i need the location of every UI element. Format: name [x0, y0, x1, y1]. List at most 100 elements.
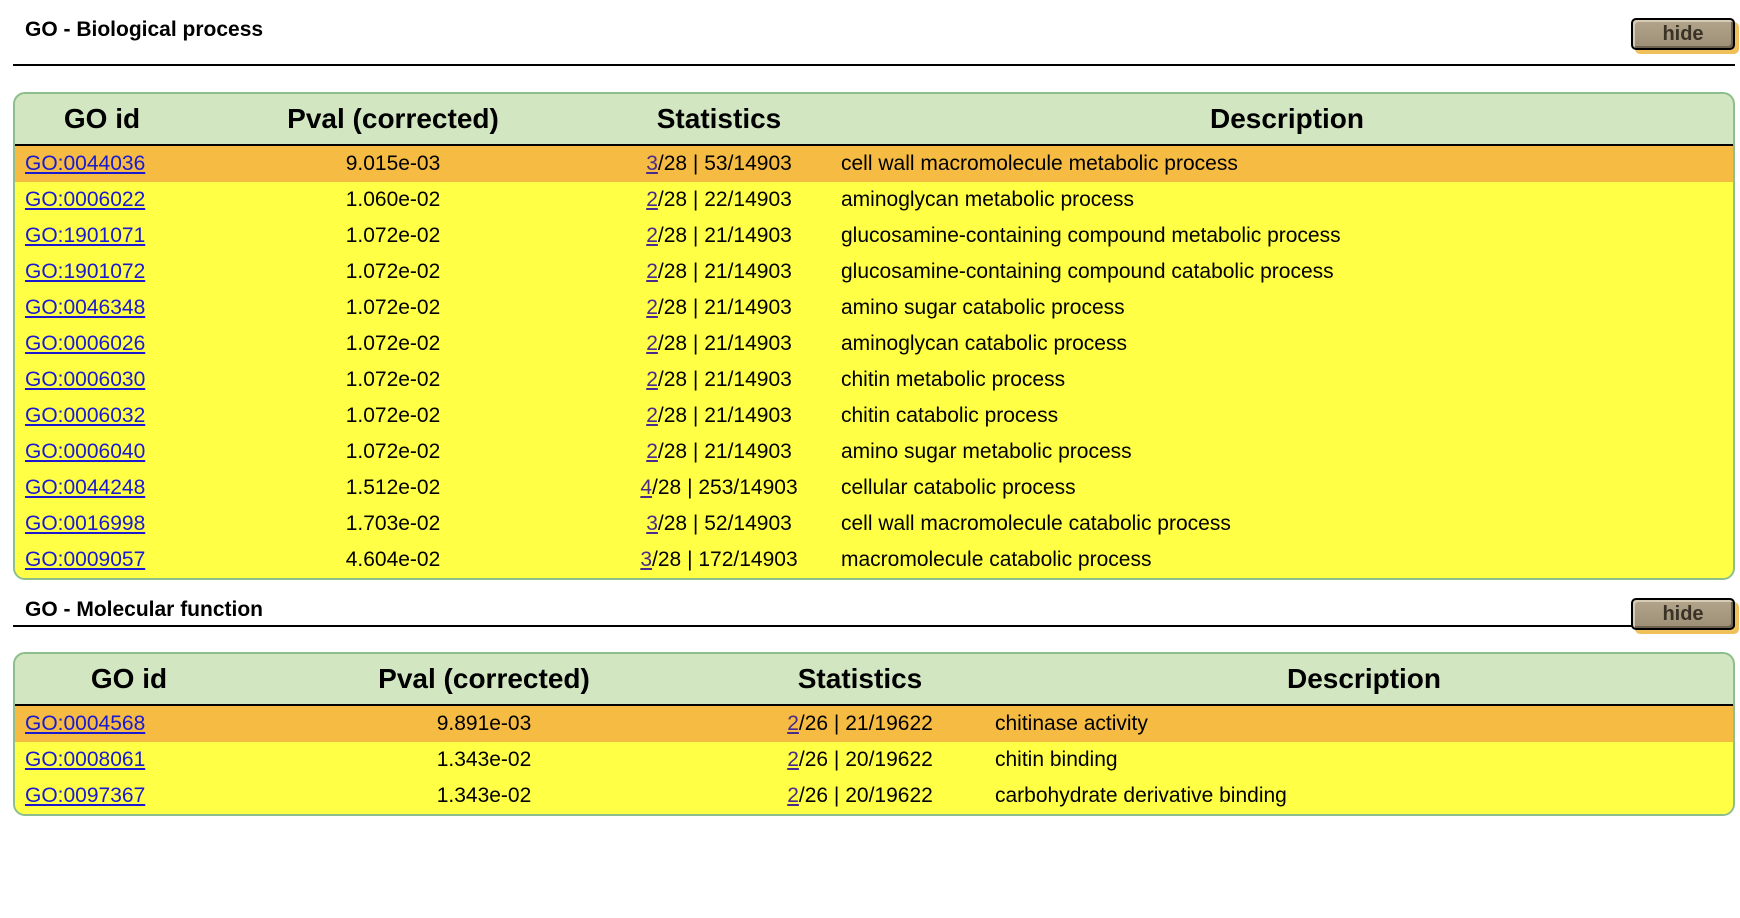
go-id-link[interactable]: GO:1901071 [25, 224, 146, 247]
gene-count-link[interactable]: 2 [646, 440, 658, 463]
statistics-text: /26 | 20/19622 [798, 784, 933, 807]
statistics-text: /28 | 21/14903 [657, 260, 792, 283]
gene-count-link[interactable]: 3 [646, 512, 658, 535]
mf-header-row: GO id Pval (corrected) Statistics Descri… [15, 654, 1733, 706]
gene-count-link[interactable]: 2 [787, 712, 799, 735]
mf-results-panel: GO id Pval (corrected) Statistics Descri… [13, 652, 1735, 816]
statistics-text: /26 | 20/19622 [798, 748, 933, 771]
statistics-text: /28 | 21/14903 [657, 368, 792, 391]
go-id-link[interactable]: GO:0006030 [25, 368, 146, 391]
pval-cell: 1.703e-02 [345, 512, 441, 535]
mf-table-body: GO:0004568 9.891e-03 2/26 | 21/19622 chitin… [15, 705, 1733, 814]
go-id-cell: GO:0009057 [15, 542, 189, 578]
pval-cell: 1.072e-02 [345, 368, 441, 391]
statistics-cell: 2/28 | 22/14903 [597, 182, 841, 218]
table-row: GO:0006032 1.072e-02 2/28 | 21/14903 chitin… [15, 398, 1733, 434]
gene-count-link[interactable]: 2 [646, 332, 658, 355]
pval-cell: 1.072e-02 [345, 224, 441, 247]
go-id-link[interactable]: GO:0006022 [25, 188, 146, 211]
col-go-id[interactable]: GO id [15, 94, 189, 146]
mf-section-title: GO - Molecular function [25, 598, 264, 621]
go-id-cell: GO:0044036 [15, 145, 189, 182]
table-row: GO:1901071 1.072e-02 2/28 | 21/14903 glucos… [15, 218, 1733, 254]
statistics-text: /28 | 21/14903 [657, 224, 792, 247]
statistics-cell: 4/28 | 253/14903 [597, 470, 841, 506]
pval-cell: 9.891e-03 [436, 712, 532, 735]
col-pval[interactable]: Pval (corrected) [189, 94, 597, 146]
statistics-cell: 2/28 | 21/14903 [597, 290, 841, 326]
go-id-link[interactable]: GO:0097367 [25, 784, 146, 807]
col-description[interactable]: Description [841, 94, 1733, 146]
pval-cell: 1.343e-02 [436, 748, 532, 771]
go-id-link[interactable]: GO:0016998 [25, 512, 146, 535]
description-cell: chitin binding [995, 748, 1118, 771]
gene-count-link[interactable]: 2 [646, 404, 658, 427]
go-id-link[interactable]: GO:0044036 [25, 152, 146, 175]
description-cell: glucosamine-containing compound cataboli… [841, 260, 1334, 283]
statistics-text: /28 | 53/14903 [657, 152, 792, 175]
description-cell: glucosamine-containing compound metaboli… [841, 224, 1341, 247]
col-go-id[interactable]: GO id [15, 654, 243, 706]
mf-hide-button[interactable]: hide [1631, 598, 1735, 630]
go-id-cell: GO:0006022 [15, 182, 189, 218]
go-id-cell: GO:0004568 [15, 705, 243, 742]
go-id-cell: GO:0044248 [15, 470, 189, 506]
bp-header-row: GO id Pval (corrected) Statistics Descri… [15, 94, 1733, 146]
pval-cell: 1.343e-02 [436, 784, 532, 807]
gene-count-link[interactable]: 2 [646, 224, 658, 247]
go-id-link[interactable]: GO:1901072 [25, 260, 146, 283]
pval-cell: 9.015e-03 [345, 152, 441, 175]
description-cell: chitin metabolic process [841, 368, 1066, 391]
gene-count-link[interactable]: 2 [787, 748, 799, 771]
go-id-cell: GO:0006040 [15, 434, 189, 470]
statistics-cell: 2/28 | 21/14903 [597, 218, 841, 254]
go-id-cell: GO:0046348 [15, 290, 189, 326]
col-statistics[interactable]: Statistics [597, 94, 841, 146]
statistics-cell: 2/26 | 21/19622 [725, 705, 995, 742]
go-id-link[interactable]: GO:0004568 [25, 712, 146, 735]
go-id-link[interactable]: GO:0044248 [25, 476, 146, 499]
col-description[interactable]: Description [995, 654, 1733, 706]
description-cell: amino sugar metabolic process [841, 440, 1132, 463]
statistics-cell: 2/26 | 20/19622 [725, 742, 995, 778]
pval-cell: 1.060e-02 [345, 188, 441, 211]
bp-section-header: GO - Biological process hide [13, 0, 1735, 66]
gene-count-link[interactable]: 3 [640, 548, 653, 571]
table-row: GO:0009057 4.604e-02 3/28 | 172/14903 macro… [15, 542, 1733, 578]
go-id-link[interactable]: GO:0006026 [25, 332, 146, 355]
statistics-text: /28 | 21/14903 [657, 332, 792, 355]
go-id-link[interactable]: GO:0006032 [25, 404, 146, 427]
description-cell: cell wall macromolecule metabolic proces… [841, 152, 1238, 175]
table-row: GO:0044036 9.015e-03 3/28 | 53/14903 cell w… [15, 145, 1733, 182]
statistics-cell: 2/28 | 21/14903 [597, 362, 841, 398]
description-cell: chitinase activity [995, 712, 1148, 735]
col-pval[interactable]: Pval (corrected) [243, 654, 725, 706]
go-id-link[interactable]: GO:0008061 [25, 748, 146, 771]
gene-count-link[interactable]: 2 [787, 784, 799, 807]
table-row: GO:0008061 1.343e-02 2/26 | 20/19622 chitin… [15, 742, 1733, 778]
bp-hide-button[interactable]: hide [1631, 18, 1735, 50]
bp-results-panel: GO id Pval (corrected) Statistics Descri… [13, 92, 1735, 580]
gene-count-link[interactable]: 4 [640, 476, 653, 499]
pval-cell: 1.072e-02 [345, 296, 441, 319]
gene-count-link[interactable]: 2 [646, 260, 658, 283]
go-id-link[interactable]: GO:0009057 [25, 548, 146, 571]
col-statistics[interactable]: Statistics [725, 654, 995, 706]
statistics-text: /28 | 21/14903 [657, 404, 792, 427]
description-cell: aminoglycan catabolic process [841, 332, 1127, 355]
gene-count-link[interactable]: 2 [646, 188, 658, 211]
statistics-cell: 2/26 | 20/19622 [725, 778, 995, 814]
description-cell: aminoglycan metabolic process [841, 188, 1134, 211]
go-id-link[interactable]: GO:0046348 [25, 296, 146, 319]
statistics-cell: 2/28 | 21/14903 [597, 398, 841, 434]
statistics-cell: 3/28 | 172/14903 [597, 542, 841, 578]
statistics-text: /28 | 22/14903 [657, 188, 792, 211]
gene-count-link[interactable]: 3 [646, 152, 658, 175]
pval-cell: 1.072e-02 [345, 332, 441, 355]
go-id-link[interactable]: GO:0006040 [25, 440, 146, 463]
statistics-cell: 2/28 | 21/14903 [597, 326, 841, 362]
table-row: GO:0016998 1.703e-02 3/28 | 52/14903 cell w… [15, 506, 1733, 542]
table-row: GO:0006022 1.060e-02 2/28 | 22/14903 aminog… [15, 182, 1733, 218]
gene-count-link[interactable]: 2 [646, 296, 658, 319]
gene-count-link[interactable]: 2 [646, 368, 658, 391]
